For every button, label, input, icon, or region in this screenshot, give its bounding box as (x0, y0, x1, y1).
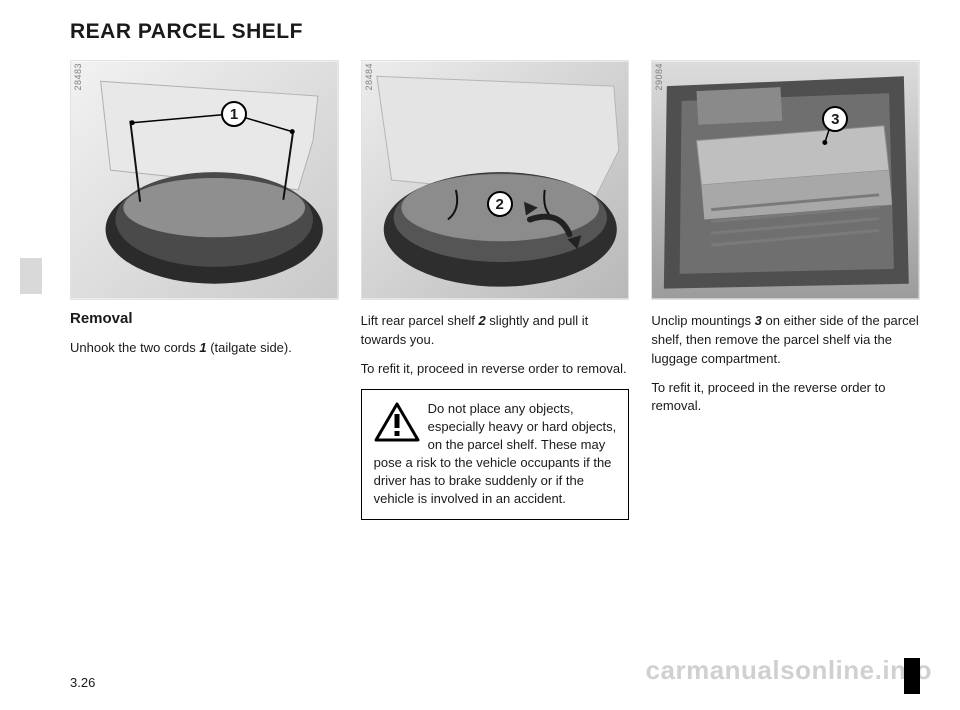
illustration-2 (362, 61, 629, 299)
watermark: carmanualsonline.info (646, 655, 932, 686)
callout-2: 2 (487, 191, 513, 217)
photo-id-2: 28484 (364, 63, 374, 91)
page-number: 3.26 (70, 675, 95, 690)
middle-para-2: To refit it, proceed in reverse order to… (361, 360, 630, 379)
illustration-1 (71, 61, 338, 299)
illustration-3 (652, 61, 919, 299)
right-body: Unclip mountings 3 on either side of the… (651, 312, 920, 426)
column-left: 28483 (70, 60, 339, 520)
middle-body: Lift rear parcel shelf 2 slightly and pu… (361, 312, 630, 389)
callout-3-number: 3 (831, 111, 839, 128)
content-columns: 28483 (70, 60, 920, 520)
section-tab (20, 258, 42, 294)
left-heading: Removal (70, 310, 339, 327)
photo-id-3: 29084 (654, 63, 664, 91)
callout-2-number: 2 (496, 196, 504, 213)
warning-icon (374, 402, 420, 442)
column-right: 29084 (651, 60, 920, 520)
corner-block (904, 658, 920, 694)
photo-1: 28483 (70, 60, 339, 300)
warning-box: Do not place any objects, especially hea… (361, 389, 630, 520)
column-middle: 28484 (361, 60, 630, 520)
callout-1: 1 (221, 101, 247, 127)
middle-para-1: Lift rear parcel shelf 2 slightly and pu… (361, 312, 630, 350)
right-para-1: Unclip mountings 3 on either side of the… (651, 312, 920, 369)
photo-3: 29084 (651, 60, 920, 300)
callout-1-number: 1 (230, 106, 238, 123)
page-title: REAR PARCEL SHELF (70, 20, 920, 44)
right-para-2: To refit it, proceed in the reverse orde… (651, 379, 920, 417)
left-para-1: Unhook the two cords 1 (tailgate side). (70, 339, 339, 358)
photo-2: 28484 (361, 60, 630, 300)
photo-id-1: 28483 (73, 63, 83, 91)
left-body: Unhook the two cords 1 (tailgate side). (70, 339, 339, 368)
